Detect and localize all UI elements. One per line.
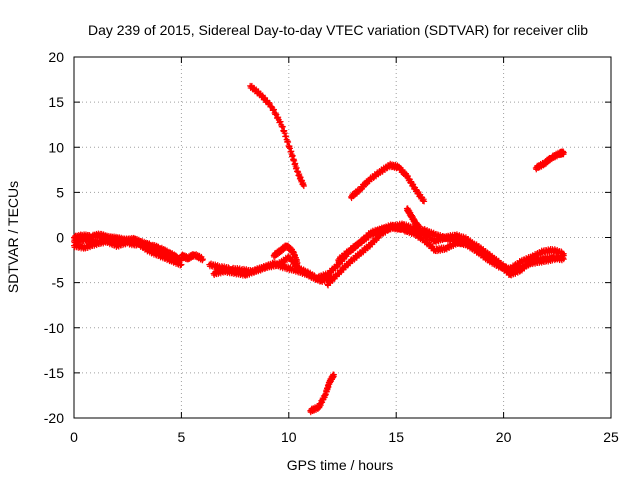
y-tick-label: -10 xyxy=(44,320,64,336)
y-tick-label: 5 xyxy=(56,184,64,200)
x-tick-label: 15 xyxy=(388,429,404,445)
chart-title: Day 239 of 2015, Sidereal Day-to-day VTE… xyxy=(88,22,588,38)
y-tick-label: -5 xyxy=(52,275,65,291)
axis-ticks: 0 5 10 15 20 25 -20 -15 -10 -5 0 5 10 15 20 xyxy=(44,49,619,445)
x-tick-label: 20 xyxy=(496,429,512,445)
series-trace-k xyxy=(403,205,423,233)
y-tick-label: 15 xyxy=(48,94,64,110)
y-tick-label: 0 xyxy=(56,230,64,246)
y-tick-label: -20 xyxy=(44,410,64,426)
x-tick-label: 25 xyxy=(603,429,619,445)
x-tick-label: 5 xyxy=(178,429,186,445)
data-series xyxy=(71,82,567,416)
y-tick-label: 10 xyxy=(48,139,64,155)
series-trace-c xyxy=(71,230,181,262)
series-trace-l xyxy=(247,82,307,190)
y-tick-label: 20 xyxy=(48,49,64,65)
series-trace-h xyxy=(292,223,567,283)
y-tick-label: -15 xyxy=(44,365,64,381)
series-trace-d xyxy=(178,251,206,264)
x-tick-label: 10 xyxy=(281,429,297,445)
x-tick-label: 0 xyxy=(70,429,78,445)
series-trace-j xyxy=(335,221,567,277)
grid-lines xyxy=(74,57,611,418)
